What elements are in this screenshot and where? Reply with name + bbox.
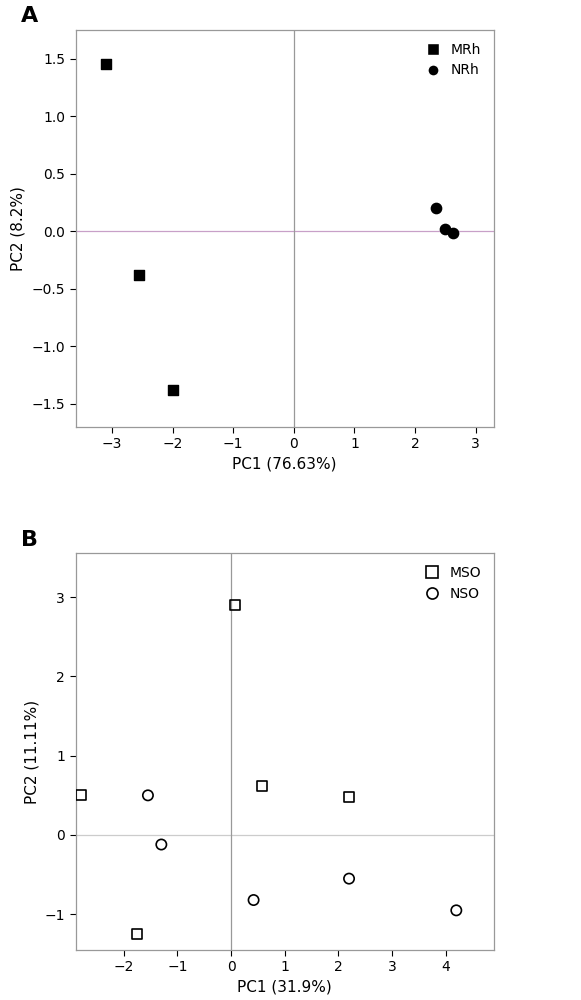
- Point: [451, 902, 461, 918]
- Point: [345, 789, 354, 805]
- Point: [157, 837, 166, 853]
- Legend: MSO, NSO: MSO, NSO: [413, 560, 487, 606]
- Point: [448, 225, 457, 241]
- Point: [144, 787, 153, 803]
- Text: A: A: [21, 6, 38, 26]
- Text: B: B: [21, 530, 38, 550]
- Point: [441, 221, 450, 237]
- Legend: MRh, NRh: MRh, NRh: [414, 37, 487, 83]
- Y-axis label: PC2 (8.2%): PC2 (8.2%): [11, 186, 26, 271]
- Point: [101, 56, 110, 72]
- Point: [249, 892, 258, 908]
- Point: [230, 597, 239, 613]
- Y-axis label: PC2 (11.11%): PC2 (11.11%): [24, 700, 39, 804]
- X-axis label: PC1 (31.9%): PC1 (31.9%): [237, 980, 332, 995]
- Point: [132, 926, 142, 942]
- X-axis label: PC1 (76.63%): PC1 (76.63%): [232, 457, 337, 472]
- Point: [257, 778, 267, 794]
- Point: [432, 200, 441, 216]
- Point: [135, 267, 144, 283]
- Point: [345, 871, 354, 887]
- Point: [168, 382, 177, 398]
- Point: [76, 787, 85, 803]
